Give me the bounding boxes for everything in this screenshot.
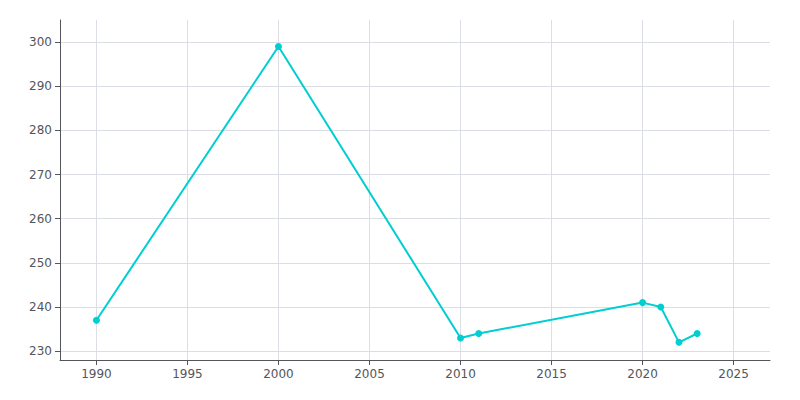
svg-text:280: 280 — [29, 123, 52, 137]
svg-text:290: 290 — [29, 79, 52, 93]
svg-text:1990: 1990 — [81, 367, 112, 381]
svg-text:2025: 2025 — [718, 367, 749, 381]
svg-text:1995: 1995 — [172, 367, 203, 381]
svg-text:2015: 2015 — [536, 367, 567, 381]
svg-text:230: 230 — [29, 344, 52, 358]
svg-text:270: 270 — [29, 168, 52, 182]
svg-text:2010: 2010 — [445, 367, 476, 381]
svg-text:2005: 2005 — [354, 367, 385, 381]
svg-text:2000: 2000 — [263, 367, 294, 381]
svg-text:250: 250 — [29, 256, 52, 270]
svg-text:260: 260 — [29, 212, 52, 226]
svg-text:300: 300 — [29, 35, 52, 49]
svg-text:2020: 2020 — [627, 367, 658, 381]
svg-text:240: 240 — [29, 300, 52, 314]
